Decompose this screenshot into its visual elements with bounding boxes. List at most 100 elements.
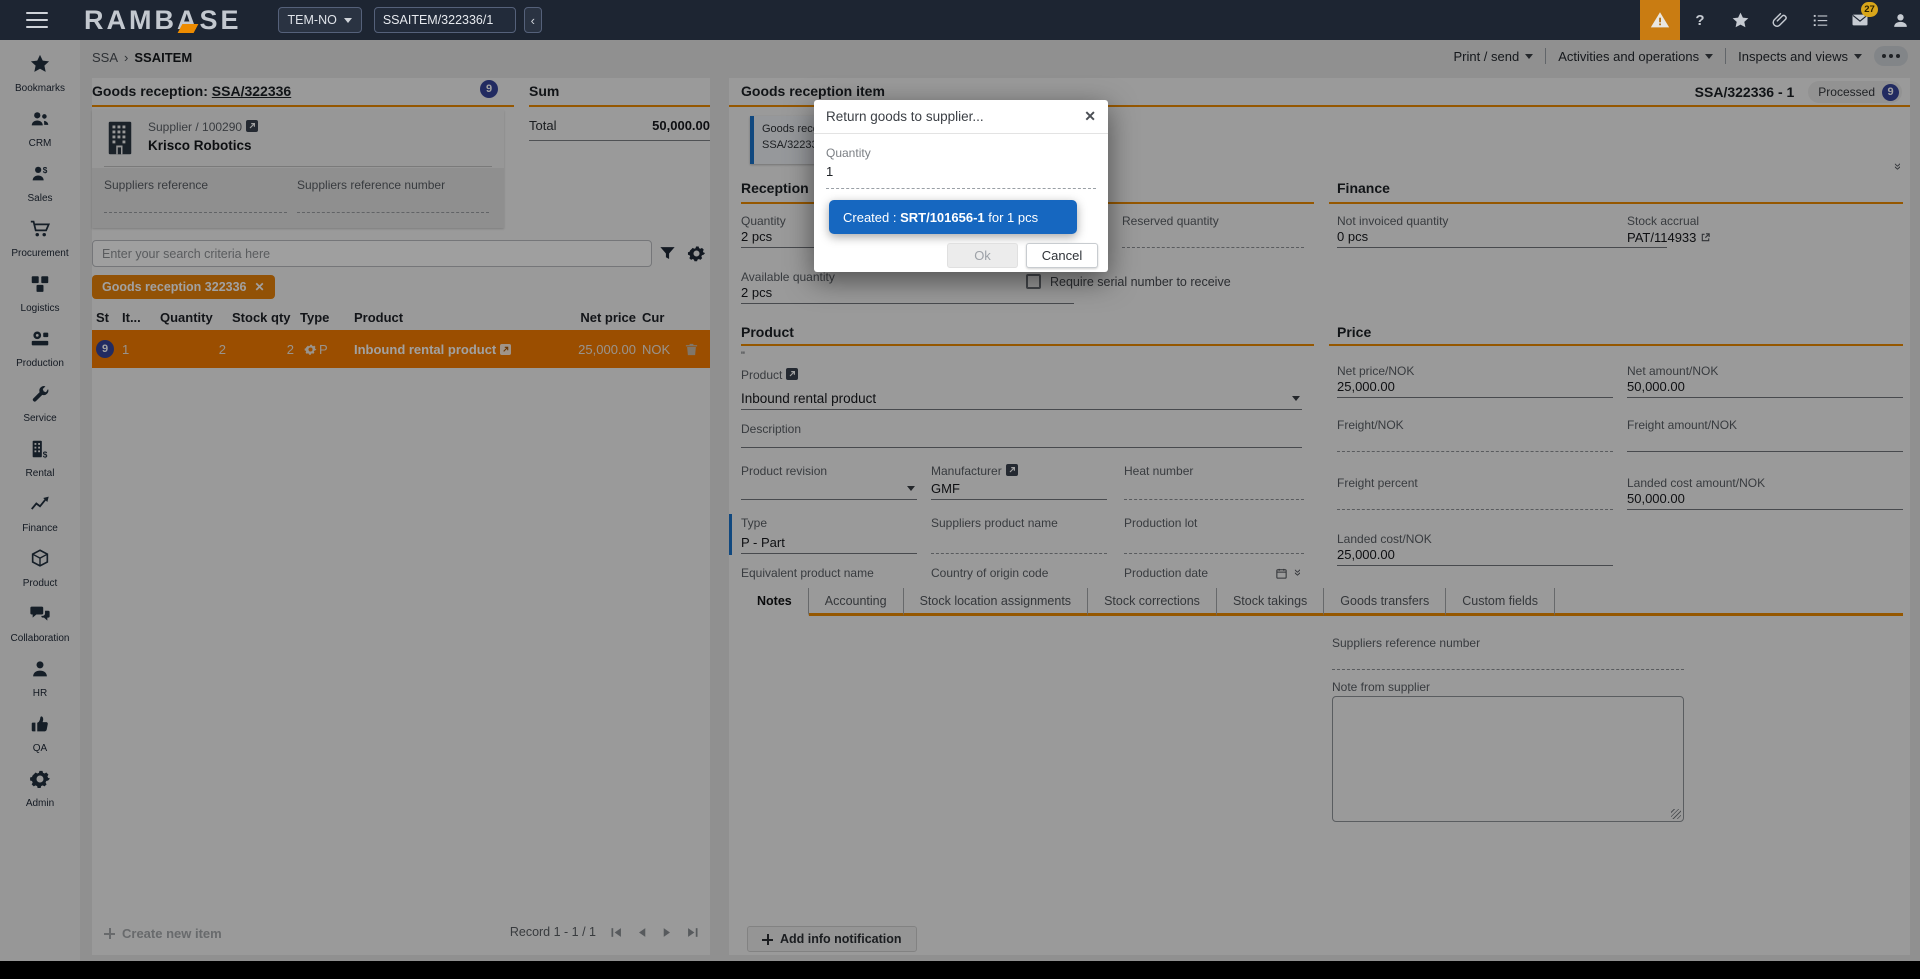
open-record-icon[interactable] (1005, 464, 1018, 476)
activities-operations-menu[interactable]: Activities and operations (1558, 49, 1714, 64)
suppliers-reference-number-input[interactable] (297, 212, 489, 213)
suppliers-product-name-field[interactable]: Suppliers product name (931, 514, 1107, 554)
sidebar-item-product[interactable]: Product (0, 541, 80, 596)
dropdown-caret-icon[interactable] (1292, 396, 1300, 401)
mail-count-badge: 27 (1861, 2, 1878, 17)
warning-icon[interactable] (1640, 0, 1680, 40)
tab-accounting[interactable]: Accounting (808, 588, 904, 616)
tab-notes[interactable]: Notes (741, 588, 809, 616)
sidebar-item-service[interactable]: Service (0, 376, 80, 431)
sidebar-item-finance[interactable]: Finance (0, 486, 80, 541)
sidebar-item-hr[interactable]: HR (0, 651, 80, 706)
open-record-icon[interactable] (500, 343, 512, 355)
list-icon[interactable] (1800, 0, 1840, 40)
freight-field[interactable]: Freight/NOK (1337, 416, 1613, 452)
dropdown-caret-icon[interactable] (907, 486, 915, 491)
create-new-item-button[interactable]: Create new item (104, 926, 222, 941)
tab-stock-location-assignments[interactable]: Stock location assignments (903, 588, 1089, 616)
col-header-stock-qty[interactable]: Stock qty (232, 309, 291, 325)
stock-accrual-link[interactable]: PAT/114933 (1627, 230, 1697, 245)
row-product-link[interactable]: Inbound rental product (354, 341, 497, 357)
reserved-quantity-field[interactable]: Reserved quantity (1122, 212, 1304, 248)
tab-custom-fields[interactable]: Custom fields (1446, 588, 1555, 616)
note-from-supplier-textarea[interactable] (1332, 696, 1684, 822)
delete-row-icon[interactable] (684, 342, 710, 357)
production-lot-field[interactable]: Production lot (1124, 514, 1304, 554)
first-page-icon[interactable] (609, 926, 622, 939)
hamburger-icon[interactable] (26, 12, 48, 28)
context-select[interactable]: TEM-NO (277, 7, 362, 33)
col-header-product[interactable]: Product (354, 309, 404, 325)
col-header-quantity[interactable]: Quantity (160, 309, 213, 325)
sidebar-item-collaboration[interactable]: Collaboration (0, 596, 80, 651)
filter-icon[interactable] (658, 244, 677, 263)
global-search-input[interactable] (373, 7, 516, 33)
suppliers-ref-number-field[interactable]: Suppliers reference number (1332, 634, 1684, 670)
next-page-icon[interactable] (661, 926, 674, 939)
goods-reception-link[interactable]: SSA/322336 (211, 83, 292, 99)
external-link-icon[interactable] (1700, 232, 1711, 243)
sidebar-item-procurement[interactable]: Procurement (0, 211, 80, 266)
rambase-logo[interactable]: RAMBASE (84, 5, 242, 35)
stock-accrual-field: Stock accrual PAT/114933 (1627, 212, 1903, 248)
filter-chip-goods-reception[interactable]: Goods reception 322336 ✕ (92, 275, 275, 299)
sidebar-item-sales[interactable]: $ Sales (0, 156, 80, 211)
cancel-button[interactable]: Cancel (1026, 243, 1098, 268)
breadcrumb-root[interactable]: SSA (92, 50, 119, 65)
sidebar-item-crm[interactable]: CRM (0, 101, 80, 156)
modal-quantity-input[interactable]: 1 (826, 164, 834, 179)
sidebar-item-rental[interactable]: $ Rental (0, 431, 80, 486)
require-serial-checkbox[interactable] (1026, 274, 1041, 289)
heat-number-field[interactable]: Heat number (1124, 462, 1304, 500)
person-icon[interactable] (1880, 0, 1920, 40)
building-dollar-icon: $ (29, 438, 51, 465)
context-select-value: TEM-NO (287, 13, 337, 27)
gear-icon[interactable] (687, 244, 706, 263)
net-price-field: Net price/NOK 25,000.00 (1337, 362, 1613, 398)
sidebar-item-production[interactable]: Production (0, 321, 80, 376)
product-field[interactable]: Product Inbound rental product (741, 366, 1302, 410)
tab-goods-transfers[interactable]: Goods transfers (1324, 588, 1447, 616)
suppliers-reference-number-label: Suppliers reference number (297, 178, 446, 192)
row-net-price: 25,000.00 (578, 341, 636, 357)
help-icon[interactable]: ? (1695, 11, 1705, 29)
previous-page-icon[interactable] (635, 926, 648, 939)
open-record-icon[interactable] (786, 368, 799, 380)
col-header-st[interactable]: St (96, 309, 109, 325)
col-header-type[interactable]: Type (300, 309, 330, 325)
add-info-notification-button[interactable]: Add info notification (747, 926, 917, 952)
star-icon[interactable] (1720, 0, 1760, 40)
sidebar-item-label: Product (22, 578, 58, 589)
envelope-icon[interactable]: 27 (1840, 0, 1880, 40)
create-new-item-label: Create new item (122, 926, 222, 941)
description-field[interactable]: Description (741, 420, 1302, 448)
person-icon (29, 658, 51, 685)
open-record-icon[interactable] (246, 120, 259, 132)
panel-title: Goods reception: (92, 83, 208, 99)
product-revision-field[interactable]: Product revision (741, 462, 917, 500)
col-header-cur[interactable]: Cur (642, 309, 665, 325)
sidebar-item-logistics[interactable]: Logistics (0, 266, 80, 321)
sidebar-item-qa[interactable]: QA (0, 706, 80, 761)
close-icon[interactable]: ✕ (1084, 108, 1096, 124)
table-row[interactable]: 9 1 2 2 P Inbound rental product 25,000.… (92, 330, 710, 368)
sidebar-item-admin[interactable]: Admin (0, 761, 80, 816)
more-actions-button[interactable] (1874, 46, 1908, 66)
search-input[interactable] (93, 246, 651, 261)
col-header-net-price[interactable]: Net price (580, 309, 636, 325)
tab-stock-corrections[interactable]: Stock corrections (1088, 588, 1217, 616)
paperclip-icon[interactable] (1760, 0, 1800, 40)
calendar-icon[interactable] (1275, 567, 1288, 580)
tab-stock-takings[interactable]: Stock takings (1216, 588, 1325, 616)
last-page-icon[interactable] (687, 926, 700, 939)
resize-grip-icon[interactable] (1671, 809, 1681, 819)
suppliers-reference-input[interactable] (104, 212, 287, 213)
back-button[interactable]: ‹ (523, 7, 542, 33)
ok-button[interactable]: Ok (947, 243, 1018, 268)
close-icon[interactable]: ✕ (254, 280, 265, 294)
inspects-views-menu[interactable]: Inspects and views (1738, 49, 1862, 64)
col-header-item[interactable]: It... (122, 309, 141, 325)
sidebar-item-bookmarks[interactable]: Bookmarks (0, 46, 80, 101)
print-send-menu[interactable]: Print / send (1453, 49, 1534, 64)
freight-percent-field[interactable]: Freight percent (1337, 474, 1613, 510)
